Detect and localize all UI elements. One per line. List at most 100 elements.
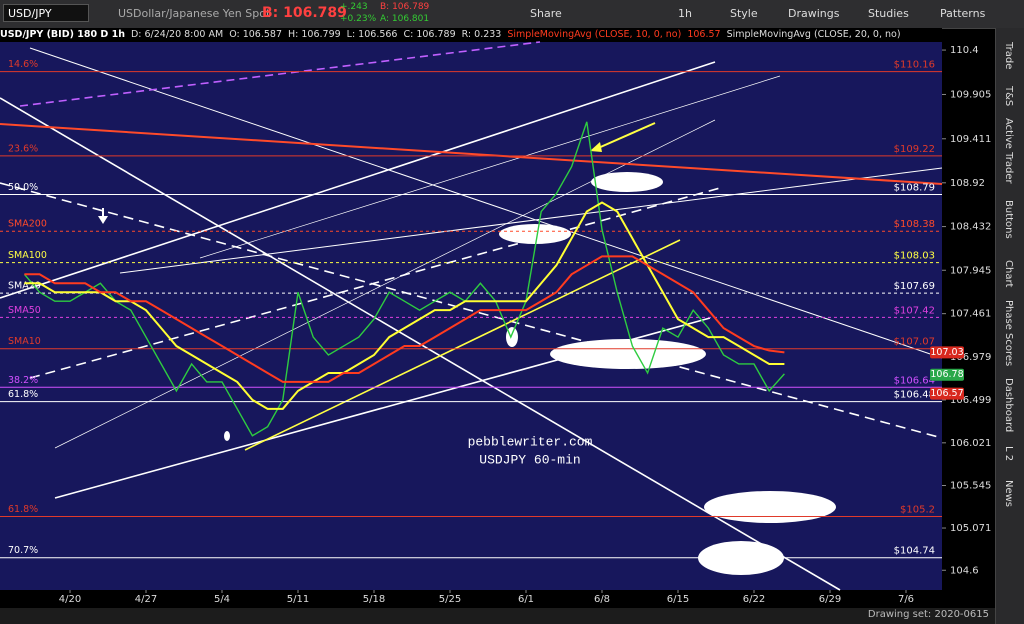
level-label: 14.6% — [8, 59, 38, 70]
share-button[interactable]: Share — [530, 7, 562, 20]
x-tick-label: 6/15 — [667, 594, 689, 605]
y-tick-label: 106.979 — [950, 352, 991, 363]
y-tick-label: 108.92 — [950, 178, 985, 189]
tab[interactable]: T&S — [1003, 86, 1014, 107]
y-tick-label: 107.945 — [950, 265, 991, 276]
level-value-label: $104.74 — [894, 546, 935, 557]
trendline — [0, 123, 943, 185]
series-line — [24, 255, 785, 383]
level-value-label: $107.69 — [894, 281, 935, 292]
trendline — [19, 41, 541, 107]
description: USDollar/Japanese Yen Spot — [118, 7, 271, 20]
drawings-button[interactable]: Drawings — [788, 7, 840, 20]
level-value-label: $108.79 — [894, 182, 935, 193]
side-tabs: Trade T&S Active Trader Buttons Chart Ph… — [995, 28, 1024, 624]
header-field: C: 106.789 — [403, 29, 456, 40]
level-value-label: $109.22 — [894, 144, 935, 155]
level-label: 38.2% — [8, 375, 38, 386]
watermark: USDJPY 60-min — [479, 452, 580, 467]
arrows — [98, 122, 656, 224]
watermark: pebblewriter.com — [468, 434, 593, 449]
price-tag — [930, 387, 964, 400]
toolbar: USD/JPY USDollar/Japanese Yen Spot B: 10… — [0, 0, 1024, 29]
x-tick-label: 5/25 — [439, 594, 461, 605]
y-tick-label: 110.4 — [950, 45, 979, 56]
y-tick-label: 106.499 — [950, 395, 991, 406]
ellipse — [550, 339, 706, 369]
x-tick-label: 7/6 — [898, 594, 914, 605]
tab[interactable]: Active Trader — [1003, 118, 1014, 184]
level-value-label: $107.07 — [894, 337, 935, 348]
x-tick-label: 5/4 — [214, 594, 230, 605]
level-value-label: $105.2 — [900, 504, 935, 515]
chart: pebblewriter.com USDJPY 60-min 110.4 109.… — [0, 41, 995, 608]
ask-small: A: 106.801 — [380, 14, 430, 24]
tab[interactable]: Dashboard — [1003, 378, 1014, 433]
level-value-label: $108.38 — [894, 219, 935, 230]
x-tick-label: 6/8 — [594, 594, 610, 605]
level-value-label: $110.16 — [894, 60, 935, 71]
studies-button[interactable]: Studies — [868, 7, 909, 20]
trendline — [0, 61, 716, 299]
level-value-label: $106.48 — [894, 390, 935, 401]
tab[interactable]: Trade — [1003, 42, 1014, 70]
level-label: 70.7% — [8, 545, 38, 556]
series-line — [24, 201, 785, 410]
time-axis — [0, 590, 995, 608]
ellipse — [591, 172, 663, 192]
style-button[interactable]: Style — [730, 7, 758, 20]
level-label: SMA200 — [8, 219, 47, 230]
price-axis — [942, 42, 995, 590]
price-tag-label: 107.03 — [930, 347, 963, 358]
chart-header: USD/JPY (BID) 180 D 1h D: 6/24/20 8:00 AM… — [0, 28, 942, 42]
y-tick-label: 104.6 — [950, 565, 979, 576]
symbol-box[interactable]: USD/JPY — [3, 4, 89, 22]
header-field: O: 106.587 — [229, 29, 283, 40]
arrow-head — [98, 216, 108, 224]
series-line — [23, 121, 785, 437]
tab[interactable]: L 2 — [1003, 446, 1014, 462]
change: +.243 — [340, 2, 368, 12]
level-label: 50.0% — [8, 182, 38, 193]
level-value-label: $107.42 — [894, 305, 935, 316]
ellipse — [704, 491, 836, 523]
header-field: L: 106.566 — [346, 29, 398, 40]
trendline — [29, 47, 943, 359]
x-tick-label: 5/18 — [363, 594, 385, 605]
tab[interactable]: Chart — [1003, 260, 1014, 288]
tab[interactable]: Buttons — [1003, 200, 1014, 239]
x-tick-label: 6/1 — [518, 594, 534, 605]
tab[interactable]: News — [1003, 480, 1014, 508]
study-value: 106.57 — [687, 29, 721, 40]
trendline — [0, 97, 841, 591]
drawing-set: Drawing set: 2020-0615 — [867, 609, 989, 620]
trendline — [244, 239, 681, 451]
study-name: SimpleMovingAvg (CLOSE, 10, 0, no) — [507, 29, 682, 40]
trendline — [199, 75, 781, 259]
bid-price: B: 106.789 — [262, 5, 347, 21]
y-tick-label: 109.905 — [950, 89, 991, 100]
level-label: 61.8% — [8, 389, 38, 400]
level-label: SMA10 — [8, 336, 41, 347]
x-tick-label: 4/20 — [59, 594, 81, 605]
x-tick-label: 6/29 — [819, 594, 841, 605]
ellipse — [224, 431, 230, 441]
trendline — [29, 187, 721, 379]
timeframe-button[interactable]: 1h — [678, 7, 692, 20]
instrument: USD/JPY (BID) 180 D 1h — [0, 29, 125, 40]
header-field: R: 0.233 — [461, 29, 502, 40]
header-field: H: 106.799 — [288, 29, 341, 40]
level-label: SMA20 — [8, 281, 41, 292]
change-pct: +0.23% — [340, 14, 377, 24]
level-label: 23.6% — [8, 143, 38, 154]
y-tick-label: 105.545 — [950, 481, 991, 492]
header-field: D: 6/24/20 8:00 AM — [130, 29, 224, 40]
arrow-head — [590, 142, 602, 152]
price-tag — [930, 368, 964, 381]
patterns-button[interactable]: Patterns — [940, 7, 986, 20]
y-tick-label: 108.432 — [950, 222, 991, 233]
tab[interactable]: Phase Scores — [1003, 300, 1014, 367]
price-tag-label: 106.78 — [930, 369, 963, 380]
ellipse — [499, 224, 571, 244]
